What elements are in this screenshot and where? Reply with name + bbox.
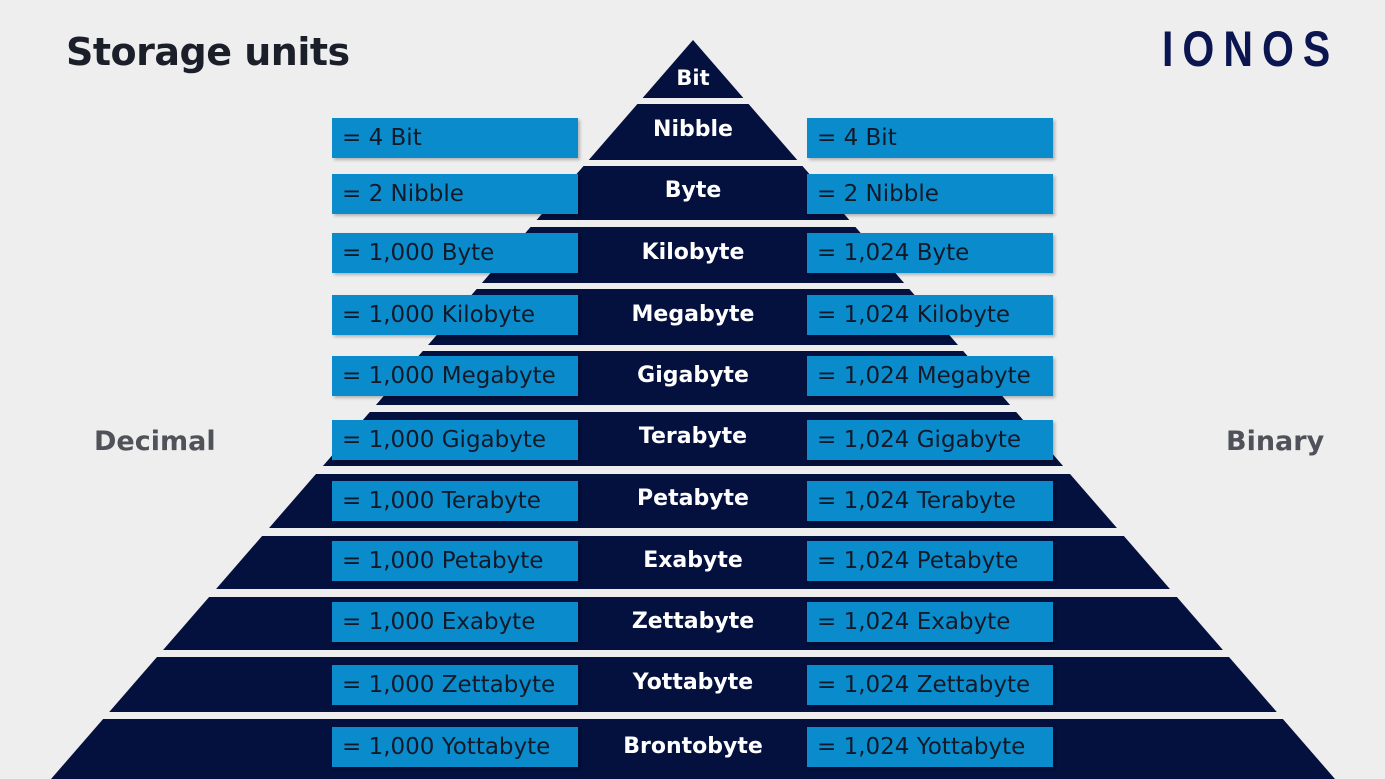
decimal-equivalent-yottabyte: = 1,000 Zettabyte (332, 665, 578, 705)
unit-label-brontobyte: Brontobyte (623, 734, 763, 759)
decimal-equivalent-megabyte: = 1,000 Kilobyte (332, 295, 578, 335)
binary-equivalent-byte: = 2 Nibble (807, 174, 1053, 214)
binary-equivalent-petabyte: = 1,024 Terabyte (807, 481, 1053, 521)
decimal-equivalent-petabyte: = 1,000 Terabyte (332, 481, 578, 521)
decimal-equivalent-nibble: = 4 Bit (332, 118, 578, 158)
pyramid-layer-nibble (588, 104, 798, 160)
decimal-equivalent-brontobyte: = 1,000 Yottabyte (332, 727, 578, 767)
decimal-equivalent-exabyte: = 1,000 Petabyte (332, 541, 578, 581)
binary-equivalent-gigabyte: = 1,024 Megabyte (807, 356, 1053, 396)
decimal-label: Decimal (94, 426, 216, 457)
binary-equivalent-megabyte: = 1,024 Kilobyte (807, 295, 1053, 335)
binary-equivalent-zettabyte: = 1,024 Exabyte (807, 602, 1053, 642)
brand-logo: IONOS (1162, 21, 1340, 77)
unit-label-bit: Bit (676, 66, 710, 90)
binary-equivalent-brontobyte: = 1,024 Yottabyte (807, 727, 1053, 767)
binary-equivalent-kilobyte: = 1,024 Byte (807, 233, 1053, 273)
unit-label-terabyte: Terabyte (638, 424, 748, 449)
binary-equivalent-nibble: = 4 Bit (807, 118, 1053, 158)
pyramid-layer-byte (536, 166, 850, 220)
unit-label-yottabyte: Yottabyte (632, 669, 754, 695)
binary-equivalent-terabyte: = 1,024 Gigabyte (807, 420, 1053, 460)
decimal-equivalent-zettabyte: = 1,000 Exabyte (332, 602, 578, 642)
decimal-equivalent-byte: = 2 Nibble (332, 174, 578, 214)
unit-label-zettabyte: Zettabyte (631, 608, 755, 634)
page-title: Storage units (66, 30, 350, 74)
decimal-equivalent-gigabyte: = 1,000 Megabyte (332, 356, 578, 396)
unit-label-petabyte: Petabyte (637, 486, 749, 511)
unit-label-nibble: Nibble (653, 117, 733, 142)
unit-label-byte: Byte (664, 178, 722, 203)
decimal-equivalent-terabyte: = 1,000 Gigabyte (332, 420, 578, 460)
unit-label-exabyte: Exabyte (643, 547, 743, 573)
binary-equivalent-yottabyte: = 1,024 Zettabyte (807, 665, 1053, 705)
binary-label: Binary (1226, 426, 1325, 457)
binary-equivalent-exabyte: = 1,024 Petabyte (807, 541, 1053, 581)
unit-label-megabyte: Megabyte (631, 302, 755, 327)
decimal-equivalent-kilobyte: = 1,000 Byte (332, 233, 578, 273)
pyramid-layer-kilobyte (481, 227, 905, 283)
unit-label-gigabyte: Gigabyte (637, 363, 749, 388)
unit-label-kilobyte: Kilobyte (641, 240, 745, 265)
pyramid-layer-bit (642, 40, 744, 98)
